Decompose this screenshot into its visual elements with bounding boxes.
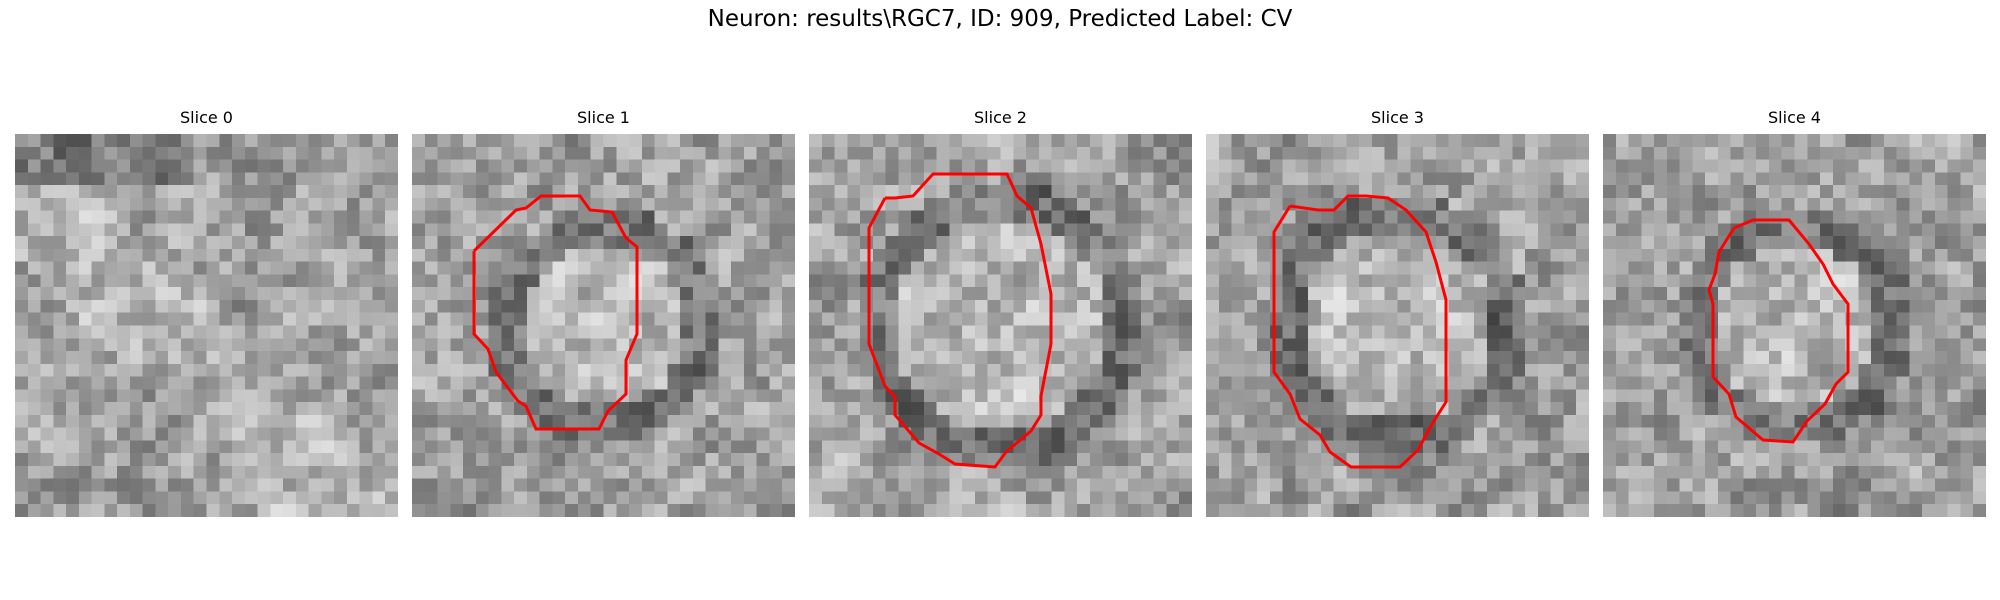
slice-image — [1603, 134, 1986, 517]
cell-contour — [867, 172, 1053, 469]
slice-title: Slice 0 — [180, 108, 233, 127]
cell-contour — [472, 194, 639, 431]
slice-title: Slice 3 — [1371, 108, 1424, 127]
slice-image — [412, 134, 795, 517]
cell-contour — [1707, 218, 1850, 444]
slice-image — [15, 134, 398, 517]
slice-title: Slice 1 — [577, 108, 630, 127]
slice-title: Slice 2 — [974, 108, 1027, 127]
cell-contour — [1272, 194, 1448, 469]
slice-image — [1206, 134, 1589, 517]
slice-image — [809, 134, 1192, 517]
figure-title: Neuron: results\RGC7, ID: 909, Predicted… — [707, 6, 1293, 32]
slice-title: Slice 4 — [1768, 108, 1821, 127]
